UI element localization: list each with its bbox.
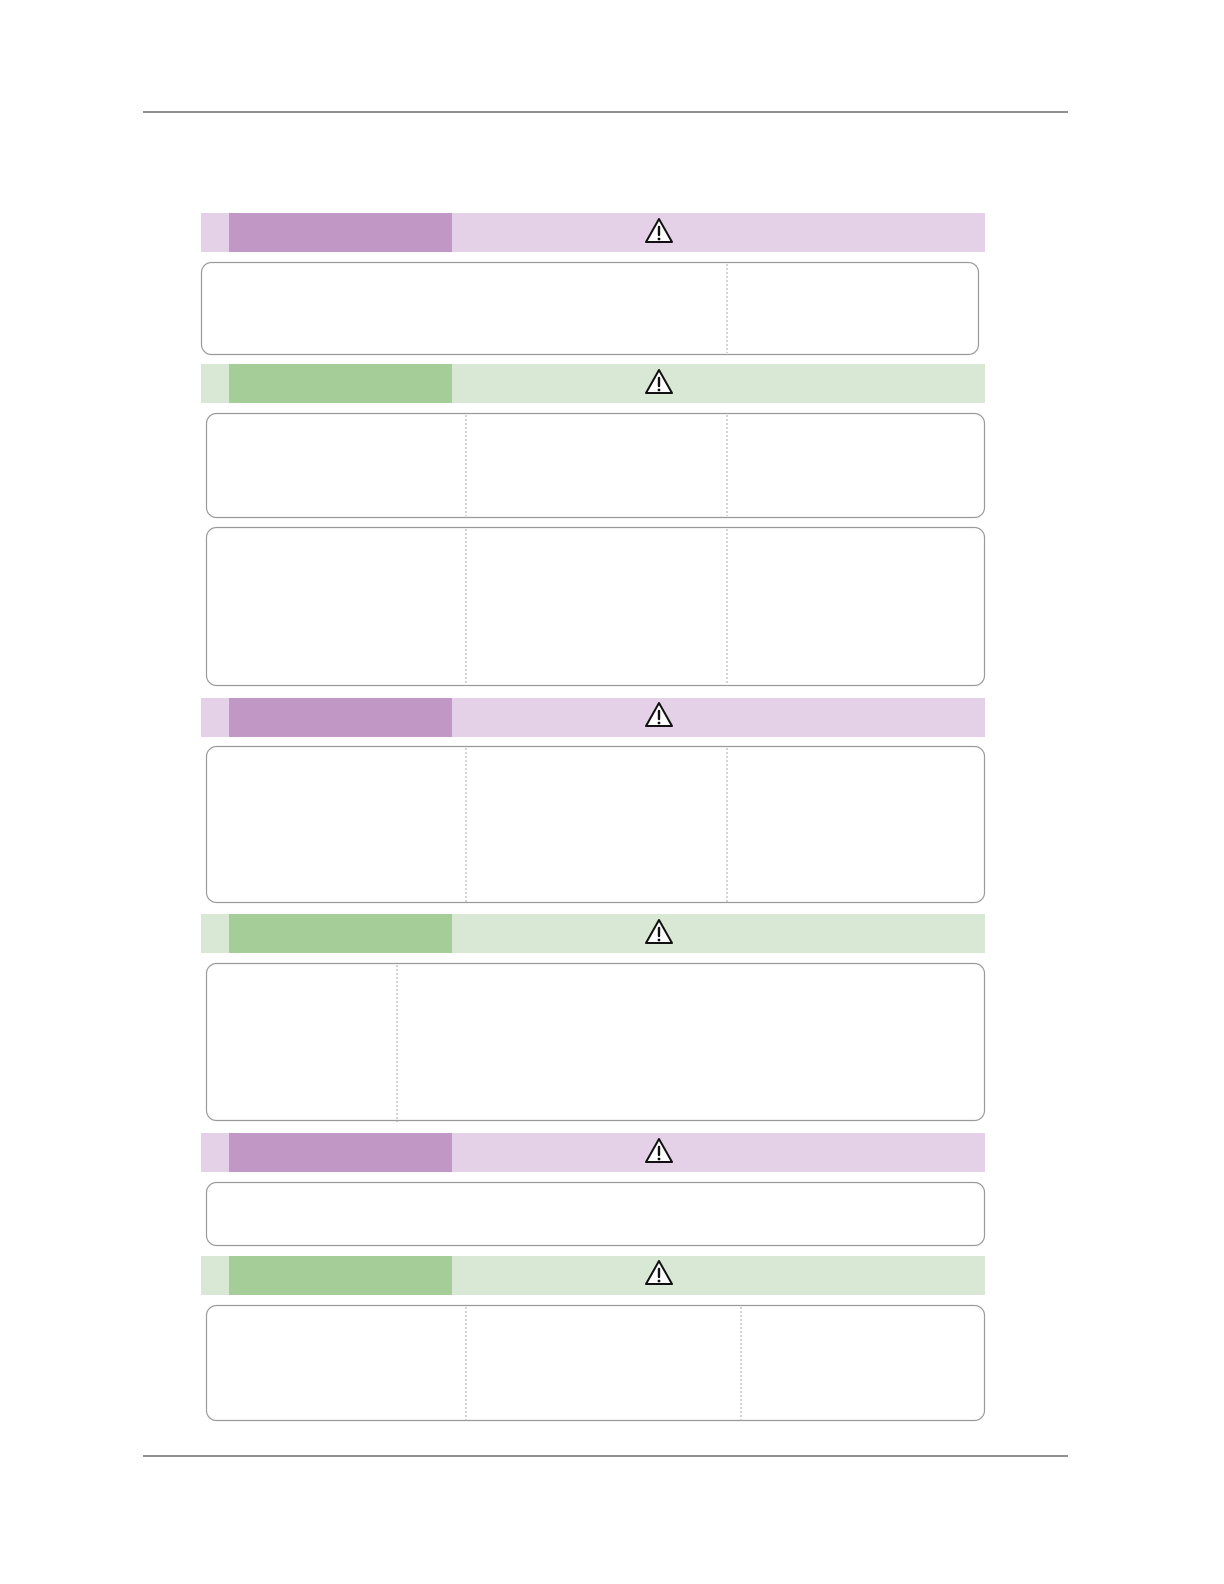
header-tab [229,364,452,403]
content-box [205,962,986,1122]
box [205,412,986,519]
section-header [201,698,985,737]
content-box [205,1304,986,1422]
box [205,526,986,687]
header-tab [229,1133,452,1172]
content-box [200,261,980,356]
box [200,261,980,356]
header-tab [229,1256,452,1295]
content-box [205,1181,986,1247]
header-tab [229,698,452,737]
content-box [205,526,986,687]
box [205,1181,986,1247]
header-tab [229,213,452,252]
section-header [201,364,985,403]
header-tab [229,914,452,953]
content-box [205,412,986,519]
section-header [201,213,985,252]
box [205,962,986,1122]
box [205,1304,986,1422]
section-header [201,914,985,953]
content-box [205,745,986,904]
box [205,745,986,904]
section-header [201,1133,985,1172]
section-header [201,1256,985,1295]
